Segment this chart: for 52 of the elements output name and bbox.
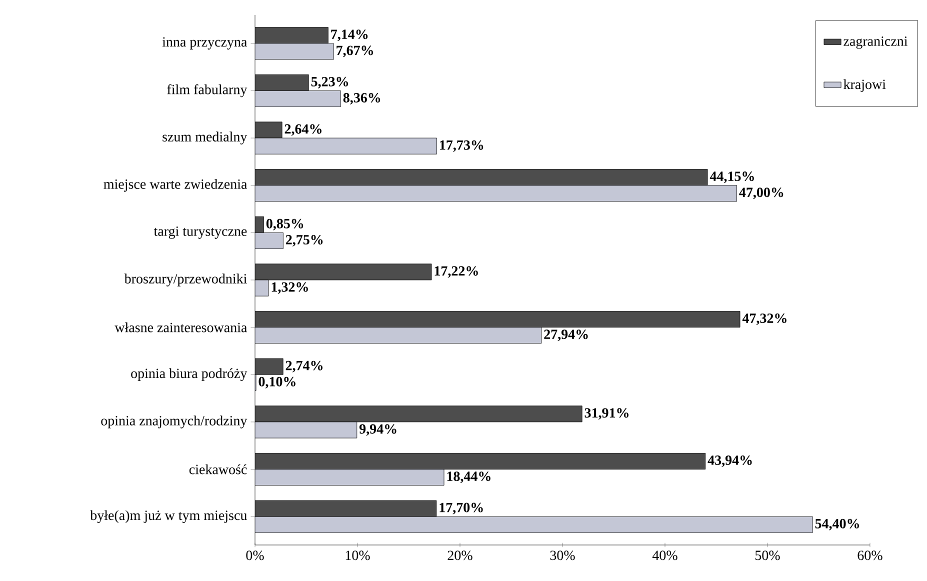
data-label: 47,00% (739, 188, 784, 200)
x-tick-label: 40% (652, 550, 678, 560)
x-tick-label: 60% (858, 550, 882, 560)
bar (255, 27, 328, 44)
y-tick-label: opinia znajomych/rodziny (101, 416, 248, 428)
data-label: 0,85% (266, 218, 304, 230)
y-tick-label: miejsce warte zwiedzenia (104, 178, 248, 192)
bar (255, 358, 284, 375)
x-tick-label: 20% (448, 550, 472, 560)
bar (255, 406, 582, 422)
data-label: 54,40% (815, 518, 859, 530)
bar (255, 74, 309, 91)
y-tick-label: inna przyczyna (162, 37, 248, 50)
bar (255, 169, 708, 186)
data-label: 1,32% (272, 282, 308, 294)
y-tick-label: własne zainteresowania (114, 322, 248, 332)
y-tick-label: film fabularny (167, 84, 248, 98)
x-tick-label: 0% (246, 550, 264, 560)
y-tick-label: byłe(a)m już w tym miejscu (90, 510, 247, 523)
data-label: 7,67% (336, 46, 374, 58)
bar (255, 500, 437, 517)
bar (255, 311, 740, 328)
x-tick-label: 10% (346, 550, 370, 560)
data-label: 9,94% (359, 424, 396, 436)
data-label: 17,73% (440, 140, 484, 152)
y-tick-label: ciekawość (189, 464, 247, 474)
bar (255, 264, 432, 280)
data-label: 2,75% (286, 234, 323, 246)
data-label: 8,36% (343, 93, 380, 104)
data-label: 31,91% (584, 408, 628, 420)
data-label: 0,10% (258, 376, 296, 388)
data-label: 2,74% (286, 360, 322, 372)
y-tick-label: targi turystyczne (154, 226, 247, 239)
data-label: 27,94% (544, 330, 588, 342)
x-tick-label: 50% (755, 550, 780, 560)
data-label: 17,22% (434, 266, 478, 278)
data-label: 17,70% (440, 502, 483, 514)
data-label: 2,64% (284, 124, 322, 136)
bar (255, 452, 706, 470)
legend-label: zagraniczni (844, 36, 908, 49)
data-label: 18,44% (447, 472, 490, 484)
y-tick-label: broszury/przewodniki (124, 274, 247, 286)
data-label: 7,14% (331, 30, 368, 42)
data-label: 44,15% (710, 172, 754, 184)
data-label: 43,94% (708, 455, 752, 467)
data-label: 47,32% (742, 314, 786, 325)
y-tick-label: opinia biura podróży (131, 368, 248, 382)
x-tick-label: 30% (550, 550, 575, 560)
bar (255, 122, 282, 138)
data-label: 5,23% (311, 76, 348, 88)
legend-label: krajowi (844, 79, 886, 92)
y-tick-label: szum medialny (162, 132, 248, 144)
